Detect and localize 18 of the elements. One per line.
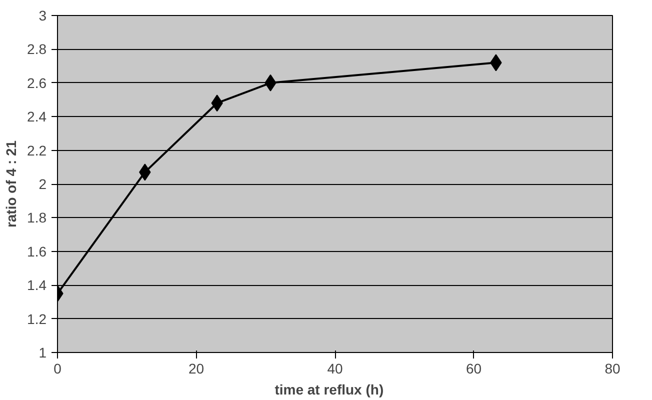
y-tick-label: 1.4 bbox=[27, 277, 47, 294]
y-tick-label: 1.2 bbox=[27, 310, 47, 327]
x-tick-label: 0 bbox=[54, 360, 62, 376]
y-tick-label: 2.8 bbox=[27, 41, 47, 58]
x-axis-title: time at reflux (h) bbox=[274, 382, 384, 398]
x-tick-label: 20 bbox=[188, 360, 204, 376]
x-tick-label: 40 bbox=[327, 360, 343, 376]
y-tick-label: 1.8 bbox=[27, 210, 47, 226]
y-tick-label: 2 bbox=[38, 176, 47, 192]
y-tick-label: 3 bbox=[38, 8, 47, 24]
y-tick-label: 1.6 bbox=[27, 243, 47, 260]
y-axis-title: ratio of 4 : 21 bbox=[3, 140, 20, 228]
x-tick-label: 60 bbox=[466, 360, 482, 376]
y-tick-label: 2.2 bbox=[27, 142, 47, 158]
y-tick-label: 2.4 bbox=[27, 108, 47, 125]
y-tick-label: 1 bbox=[38, 344, 47, 360]
y-tick-label: 2.6 bbox=[27, 74, 47, 91]
x-tick-label: 80 bbox=[604, 360, 620, 376]
